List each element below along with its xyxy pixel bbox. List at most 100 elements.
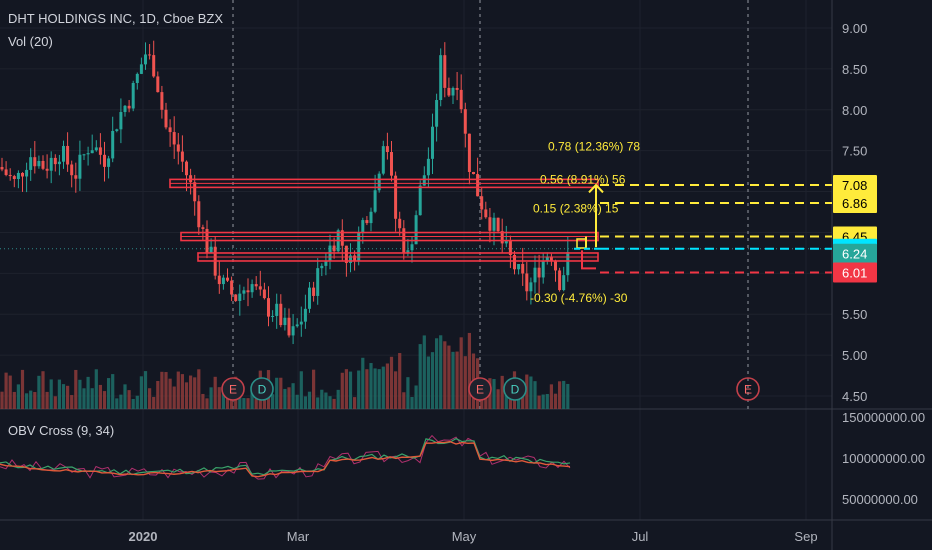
candle-body — [562, 275, 566, 291]
candle-body — [209, 246, 213, 253]
time-tick: Mar — [287, 529, 310, 544]
volume-bar — [143, 371, 148, 409]
volume-bar — [131, 398, 135, 409]
volume-bar — [271, 394, 275, 409]
volume-bar — [176, 371, 180, 409]
candle-body — [521, 264, 525, 274]
candle-body — [332, 245, 336, 252]
obv-indicator-label[interactable]: OBV Cross (9, 34) — [8, 423, 115, 438]
candle-body — [29, 157, 33, 170]
volume-bar — [324, 392, 328, 409]
volume-bar — [320, 389, 324, 409]
volume-bar — [107, 378, 111, 409]
price-badge-label: 6.01 — [842, 266, 867, 281]
candle-body — [476, 174, 480, 197]
volume-bar — [78, 379, 82, 409]
volume-bar — [418, 344, 422, 409]
volume-bar — [246, 398, 250, 409]
candle-body — [201, 227, 205, 229]
volume-bar — [193, 377, 197, 409]
volume-bar — [291, 383, 295, 409]
volume-bar — [377, 369, 381, 409]
price-badge-6-24 — [833, 243, 877, 264]
event-marker-earnings — [468, 377, 492, 401]
volume-bar — [394, 371, 398, 409]
candle-body — [74, 175, 78, 179]
candle-body — [90, 150, 94, 154]
price-tick: 7.50 — [842, 144, 867, 159]
candle-body — [414, 215, 418, 245]
volume-bar — [275, 377, 279, 409]
volume-bar — [414, 385, 418, 409]
volume-bar — [541, 394, 545, 409]
candle-body — [480, 196, 484, 210]
candle-body — [70, 164, 74, 176]
candle-body — [230, 280, 234, 295]
volume-bar — [398, 353, 402, 409]
candle-body — [508, 240, 512, 256]
candle-body — [94, 147, 98, 151]
candle-body — [279, 303, 283, 326]
volume-bar — [164, 372, 168, 409]
candle-body — [349, 255, 352, 263]
volume-bar — [82, 388, 86, 409]
candle-body — [21, 172, 24, 177]
candle-body — [529, 282, 533, 292]
candle-body — [365, 220, 369, 224]
candle-body — [234, 294, 238, 301]
candle-body — [242, 290, 246, 294]
candle-body — [45, 168, 49, 171]
candle-body — [254, 284, 258, 287]
candle-body — [558, 270, 562, 291]
measure-down — [581, 250, 596, 270]
candle-body — [258, 286, 262, 290]
candle-body — [394, 175, 398, 219]
measure-arrow-head — [588, 183, 604, 194]
volume-bar — [283, 388, 287, 409]
candle-body — [4, 169, 8, 175]
price-badge-label: 6.24 — [842, 247, 867, 262]
volume-bar — [180, 374, 184, 409]
candle-body — [8, 174, 12, 177]
volume-bar — [225, 394, 230, 409]
candle-body — [340, 230, 344, 246]
candle-body — [226, 277, 229, 281]
candle-body — [107, 158, 111, 167]
candle-body — [459, 89, 463, 110]
volume-bar — [221, 386, 225, 409]
price-tick: 8.50 — [842, 62, 867, 77]
obv-tick: 100000000.00 — [842, 451, 925, 466]
volume-bar — [45, 391, 49, 409]
candle-body — [353, 255, 357, 261]
candle-body — [513, 255, 516, 270]
candle-body — [98, 147, 102, 155]
volume-bar — [369, 363, 373, 409]
candle-body — [82, 154, 86, 156]
candle-body — [197, 201, 201, 228]
volume-bar — [410, 396, 414, 409]
volume-bar — [279, 377, 283, 409]
candle-body — [320, 265, 324, 269]
volume-bar — [443, 341, 447, 409]
volume-bar — [98, 384, 102, 409]
volume-bar — [25, 393, 29, 409]
price-badge-label: 6.86 — [842, 196, 867, 211]
candle-body — [49, 157, 53, 171]
volume-indicator-label[interactable]: Vol (20) — [8, 34, 53, 49]
volume-bar — [562, 380, 566, 409]
candle-body — [472, 172, 475, 175]
candle-body — [291, 326, 295, 336]
volume-bar — [467, 332, 471, 409]
time-tick: May — [452, 529, 477, 544]
price-badge-6-86 — [833, 193, 877, 214]
volume-bar — [4, 372, 8, 409]
candle-body — [53, 157, 57, 165]
candle-body — [443, 55, 447, 88]
candle-body — [422, 175, 426, 186]
candle-body — [447, 87, 451, 96]
candle-body — [377, 173, 381, 191]
volume-bar — [66, 385, 70, 409]
candle-body — [463, 109, 467, 134]
volume-bar — [340, 372, 344, 409]
